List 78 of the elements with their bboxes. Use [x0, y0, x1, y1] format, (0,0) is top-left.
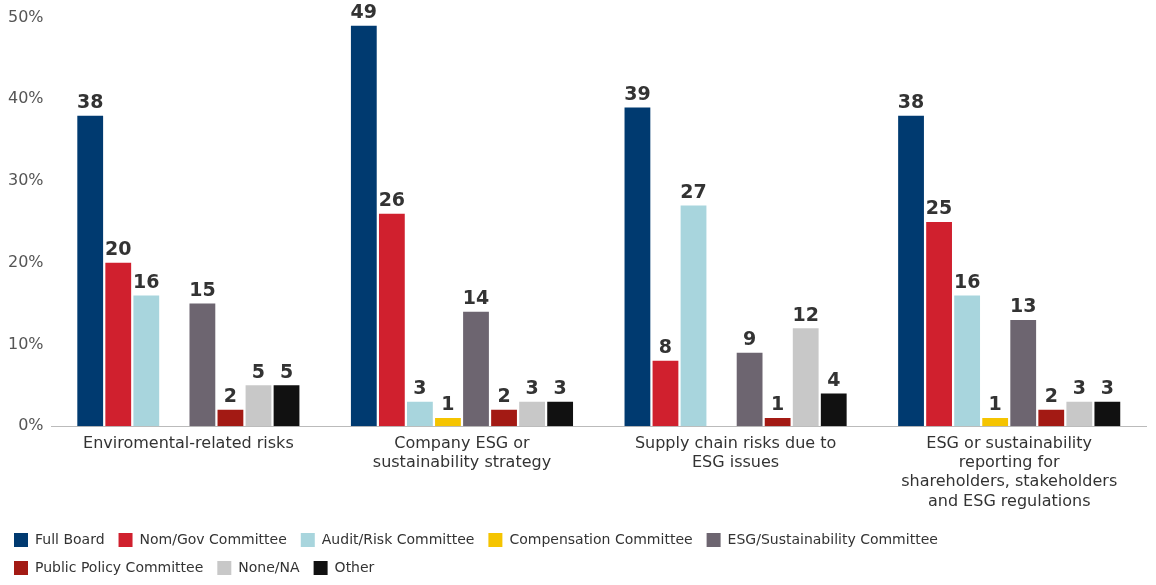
data-label: 3	[1100, 376, 1114, 399]
legend-label: None/NA	[238, 558, 301, 575]
data-label: 1	[988, 392, 1002, 415]
legend-label: Public Policy Committee	[35, 558, 204, 575]
bar	[435, 418, 461, 427]
bar	[407, 401, 433, 427]
bar	[547, 401, 574, 427]
bar	[133, 295, 160, 427]
data-label: 9	[742, 327, 757, 350]
data-label: 3	[413, 376, 427, 399]
bar	[491, 409, 517, 427]
data-label: 5	[251, 359, 266, 382]
data-label: 20	[105, 237, 132, 260]
bar	[1066, 401, 1093, 427]
data-label: 27	[680, 179, 707, 202]
data-label: 5	[279, 359, 294, 382]
data-label: 38	[897, 90, 925, 113]
bar	[792, 328, 819, 427]
bar	[189, 303, 216, 427]
data-label: 26	[378, 188, 406, 211]
data-label: 15	[189, 278, 216, 301]
data-label: 2	[497, 384, 511, 407]
bar	[77, 115, 104, 427]
bar	[463, 311, 489, 427]
y-tick-label: 40%	[8, 88, 44, 108]
x-tick-label: Supply chain risks due to ESG issues	[634, 432, 837, 472]
data-label: 3	[553, 376, 567, 399]
legend-label: Full Board	[35, 530, 105, 547]
x-tick-label: Company ESG or sustainability strategy	[372, 432, 552, 472]
legend-label: ESG/Sustainability Committee	[727, 530, 938, 547]
legend-label: Other	[334, 558, 375, 575]
data-label: 1	[771, 392, 785, 415]
data-label: 1	[441, 392, 455, 415]
bar	[1038, 409, 1065, 427]
data-label: 39	[624, 81, 651, 104]
bar	[898, 115, 924, 427]
x-tick-label: ESG or sustainability reporting for shareholders, stakeholders and ESG regulations	[901, 432, 1118, 510]
bar	[519, 401, 545, 427]
data-label: 13	[1009, 294, 1037, 317]
data-label: 4	[827, 367, 841, 390]
y-tick-label: 30%	[8, 170, 44, 190]
bar	[954, 295, 981, 427]
bar	[217, 409, 244, 427]
data-label: 38	[76, 90, 104, 113]
data-label: 3	[525, 376, 539, 399]
data-label: 8	[658, 335, 673, 358]
data-label: 14	[462, 286, 490, 309]
bar	[378, 213, 405, 427]
bar	[105, 262, 132, 427]
bar	[273, 385, 300, 427]
data-label: 25	[925, 196, 953, 219]
legend-label: Compensation Committee	[509, 530, 693, 547]
bar	[245, 385, 272, 427]
bar	[680, 205, 707, 427]
bar	[350, 25, 377, 427]
bar	[736, 352, 763, 427]
x-tick-label: Enviromental-related risks	[83, 432, 294, 452]
y-tick-label: 0%	[18, 415, 44, 435]
data-label: 2	[223, 384, 238, 407]
bar	[982, 418, 1009, 427]
data-label: 12	[792, 302, 819, 325]
data-label: 16	[133, 269, 160, 292]
y-tick-label: 20%	[8, 251, 44, 271]
data-label: 16	[953, 269, 981, 292]
data-label: 2	[1044, 384, 1058, 407]
bar	[624, 107, 651, 427]
y-tick-label: 50%	[8, 6, 44, 26]
bar	[1094, 401, 1121, 427]
legend-label: Audit/Risk Committee	[321, 530, 475, 547]
bar	[820, 393, 847, 427]
bar	[652, 360, 679, 427]
bar	[926, 221, 952, 427]
y-tick-label: 10%	[8, 333, 44, 353]
bar	[1010, 319, 1037, 427]
data-label: 49	[350, 0, 378, 23]
bar	[764, 418, 791, 427]
data-label: 3	[1072, 376, 1086, 399]
legend-label: Nom/Gov Committee	[139, 530, 287, 547]
